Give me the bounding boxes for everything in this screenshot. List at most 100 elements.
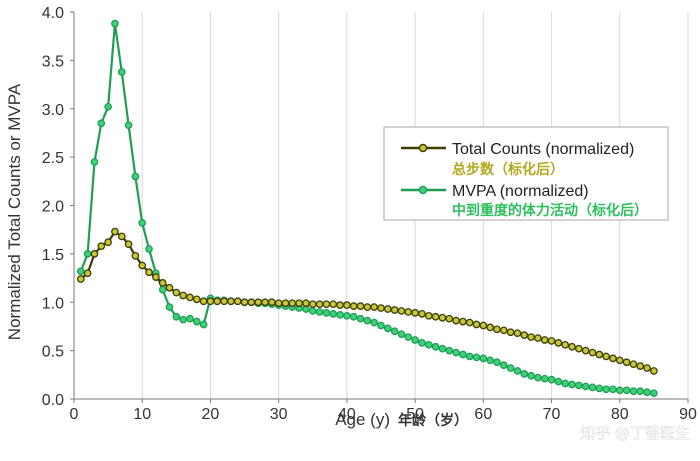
data-point-mvpa <box>111 19 119 28</box>
data-point-total-counts <box>581 346 590 355</box>
data-point-mvpa <box>411 336 419 344</box>
x-axis-title-chinese: 年龄（岁） <box>398 412 468 429</box>
data-point-total-counts <box>588 348 597 357</box>
data-point-total-counts <box>281 299 290 308</box>
data-point-mvpa <box>438 344 447 353</box>
data-point-mvpa <box>636 387 645 396</box>
data-point-total-counts <box>547 337 556 345</box>
data-point-mvpa <box>397 330 406 339</box>
data-point-total-counts <box>343 301 351 309</box>
data-point-total-counts <box>622 358 631 367</box>
data-point-total-counts <box>124 240 133 249</box>
data-point-mvpa <box>83 250 92 258</box>
data-point-total-counts <box>431 312 440 321</box>
data-point-mvpa <box>574 381 583 390</box>
data-point-mvpa <box>199 320 208 329</box>
series-total-counts <box>76 227 658 375</box>
data-point-total-counts <box>574 344 583 353</box>
y-tick-labels: 0.0 0.5 1.0 1.5 2.0 2.5 3.0 3.5 4.0 <box>42 5 74 409</box>
data-point-mvpa <box>322 309 331 317</box>
data-point-total-counts <box>206 297 215 306</box>
x-tick-label-20: 20 <box>202 406 220 423</box>
data-point-total-counts <box>165 283 174 292</box>
data-point-total-counts <box>274 299 283 308</box>
data-point-total-counts <box>650 367 658 375</box>
data-point-total-counts <box>111 227 119 236</box>
data-point-total-counts <box>404 308 413 316</box>
data-point-mvpa <box>356 314 365 323</box>
data-point-mvpa <box>465 352 474 361</box>
legend-label-total-counts: Total Counts (normalized) <box>452 141 634 158</box>
data-point-mvpa <box>145 245 153 253</box>
y-axis-title: Normalized Total Counts or MVPA <box>5 83 24 340</box>
data-point-total-counts <box>227 297 235 306</box>
x-axis-title: Age (y) <box>335 410 390 429</box>
legend-swatch-total-marker <box>418 143 428 153</box>
legend-label-total-counts-chinese: 总步数（标化后） <box>452 161 564 178</box>
data-point-mvpa <box>424 340 433 349</box>
data-point-total-counts <box>438 313 447 322</box>
data-point-mvpa <box>472 353 481 362</box>
data-point-mvpa <box>629 387 638 396</box>
data-point-total-counts <box>90 250 99 258</box>
data-point-mvpa <box>540 374 549 383</box>
data-point-mvpa <box>104 102 112 111</box>
data-point-mvpa <box>459 350 467 359</box>
data-point-mvpa <box>404 333 413 341</box>
data-point-total-counts <box>83 269 92 278</box>
data-point-mvpa <box>479 354 488 363</box>
y-tick-label-1.0: 1.0 <box>42 295 64 312</box>
data-point-mvpa <box>76 267 85 276</box>
data-point-total-counts <box>179 291 188 300</box>
y-tick-label-3.5: 3.5 <box>42 53 64 70</box>
data-point-mvpa <box>506 364 515 372</box>
data-point-mvpa <box>650 389 658 398</box>
x-tick-label-50: 50 <box>406 406 424 423</box>
data-point-mvpa <box>561 379 570 388</box>
data-point-mvpa <box>390 327 399 336</box>
data-point-mvpa <box>513 367 522 375</box>
data-point-mvpa <box>622 386 631 395</box>
data-point-total-counts <box>540 336 549 344</box>
data-point-total-counts <box>452 316 460 325</box>
data-point-mvpa <box>172 312 181 321</box>
watermark-text: 知乎 @丁香医生 <box>580 424 690 442</box>
data-point-total-counts <box>138 261 147 270</box>
data-point-mvpa <box>131 172 140 181</box>
x-tick-label-90: 90 <box>679 406 697 423</box>
data-point-mvpa <box>377 321 385 330</box>
data-point-total-counts <box>152 273 160 281</box>
data-point-mvpa <box>192 317 201 326</box>
data-point-mvpa <box>349 312 358 321</box>
data-point-total-counts <box>554 339 563 347</box>
data-point-total-counts <box>615 356 624 365</box>
data-point-total-counts <box>370 303 379 311</box>
y-tick-label-2.0: 2.0 <box>42 199 64 216</box>
data-point-mvpa <box>588 383 597 392</box>
data-point-mvpa <box>329 310 338 318</box>
data-point-total-counts <box>609 354 617 363</box>
data-point-total-counts <box>172 288 181 297</box>
data-point-mvpa <box>315 308 324 316</box>
data-point-total-counts <box>288 299 297 308</box>
data-point-total-counts <box>479 321 488 330</box>
data-point-total-counts <box>322 300 331 309</box>
data-point-mvpa <box>117 68 126 76</box>
data-point-mvpa <box>493 358 501 367</box>
data-point-total-counts <box>267 298 276 307</box>
data-point-mvpa <box>186 314 194 323</box>
data-point-mvpa <box>383 324 392 333</box>
legend-swatch-mvpa-marker <box>418 185 428 195</box>
data-point-total-counts <box>76 275 85 283</box>
data-point-mvpa <box>138 219 147 227</box>
data-point-mvpa <box>452 348 460 357</box>
data-point-total-counts <box>459 317 467 326</box>
data-point-total-counts <box>506 328 515 337</box>
data-point-total-counts <box>411 309 419 317</box>
data-point-total-counts <box>513 329 522 338</box>
data-point-total-counts <box>595 350 604 359</box>
data-point-total-counts <box>534 334 542 342</box>
data-point-total-counts <box>254 298 263 307</box>
y-tick-label-2.5: 2.5 <box>42 150 64 167</box>
